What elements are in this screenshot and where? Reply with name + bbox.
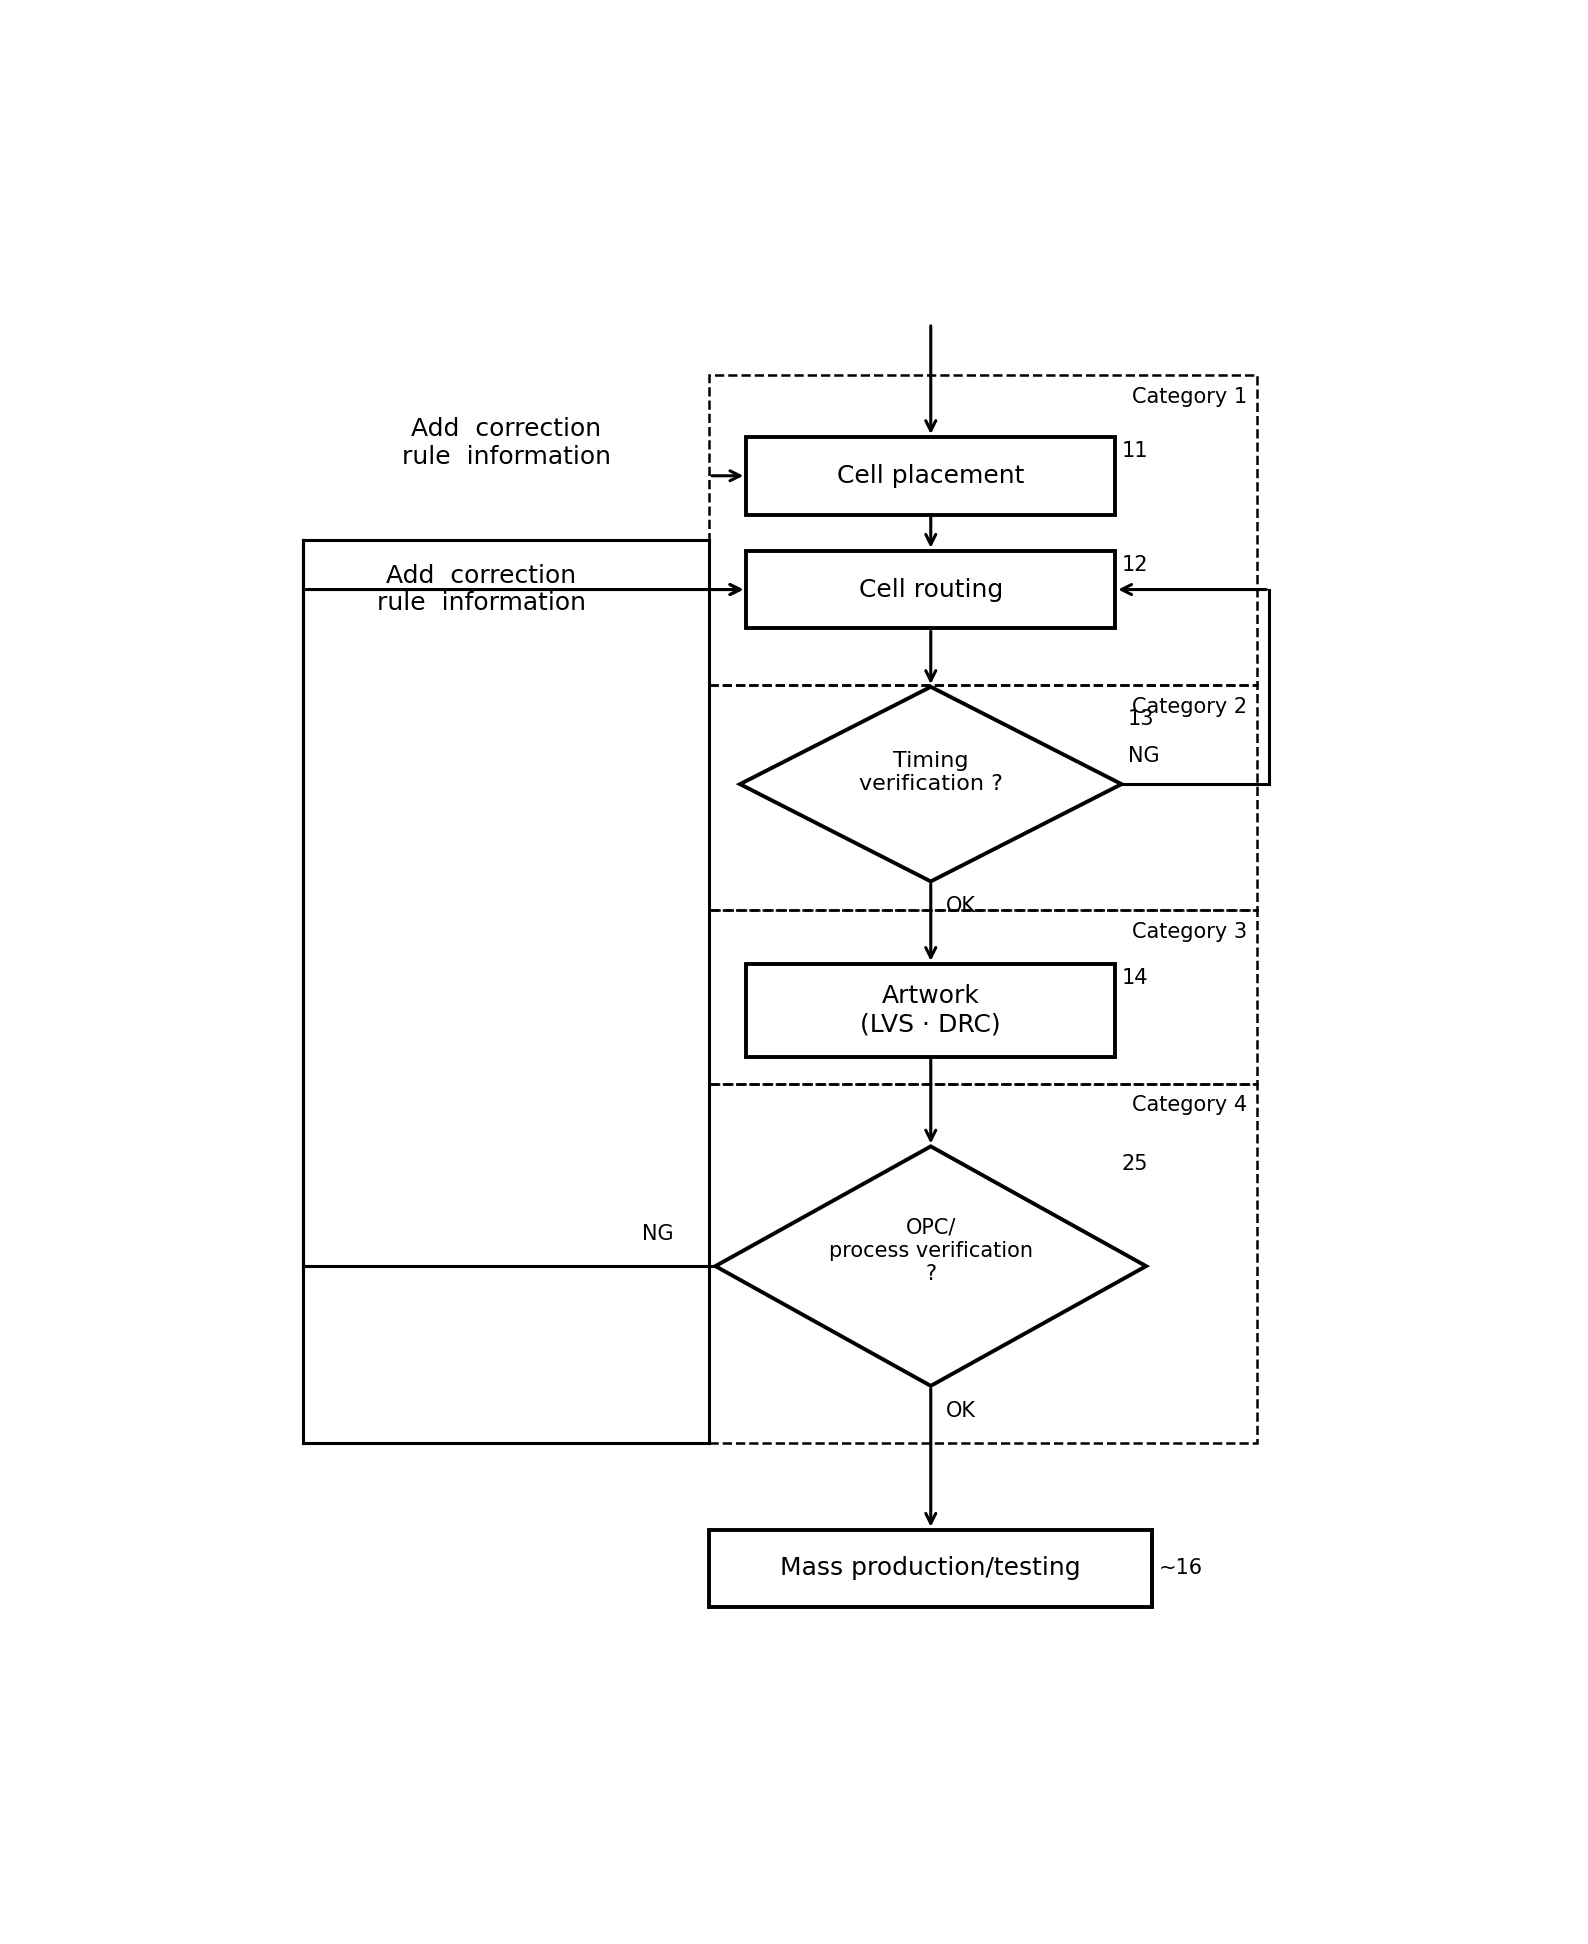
Text: Mass production/testing: Mass production/testing bbox=[780, 1557, 1081, 1580]
Text: Category 1: Category 1 bbox=[1132, 387, 1247, 408]
Text: 12: 12 bbox=[1121, 556, 1148, 575]
Bar bbox=[710, 910, 1258, 1083]
Text: Category 4: Category 4 bbox=[1132, 1096, 1247, 1116]
Bar bbox=[710, 686, 1258, 910]
Text: Category 2: Category 2 bbox=[1132, 698, 1247, 717]
Text: NG: NG bbox=[642, 1223, 673, 1244]
Text: OK: OK bbox=[945, 896, 975, 916]
Text: 11: 11 bbox=[1121, 441, 1148, 461]
Text: Add  correction
rule  information: Add correction rule information bbox=[402, 416, 611, 469]
Bar bbox=[710, 1530, 1153, 1608]
Text: Cell placement: Cell placement bbox=[837, 465, 1024, 488]
Polygon shape bbox=[715, 1147, 1147, 1386]
Text: OPC/
process verification
?: OPC/ process verification ? bbox=[829, 1219, 1032, 1285]
Text: ~16: ~16 bbox=[1158, 1559, 1202, 1579]
Bar bbox=[746, 964, 1115, 1058]
Text: OK: OK bbox=[945, 1402, 975, 1421]
Text: 13: 13 bbox=[1127, 710, 1154, 729]
Bar bbox=[746, 437, 1115, 515]
Text: Timing
verification ?: Timing verification ? bbox=[859, 750, 1002, 793]
Text: 25: 25 bbox=[1121, 1155, 1148, 1174]
Text: Add  correction
rule  information: Add correction rule information bbox=[376, 564, 586, 616]
Bar bbox=[746, 550, 1115, 628]
Text: Category 3: Category 3 bbox=[1132, 921, 1247, 941]
Text: NG: NG bbox=[1127, 746, 1159, 766]
Polygon shape bbox=[740, 686, 1121, 881]
Bar bbox=[303, 540, 710, 1442]
Text: Artwork
(LVS · DRC): Artwork (LVS · DRC) bbox=[861, 984, 1000, 1036]
Bar bbox=[710, 375, 1258, 686]
Text: Cell routing: Cell routing bbox=[859, 577, 1004, 601]
Text: 14: 14 bbox=[1121, 968, 1148, 988]
Bar bbox=[710, 1083, 1258, 1442]
